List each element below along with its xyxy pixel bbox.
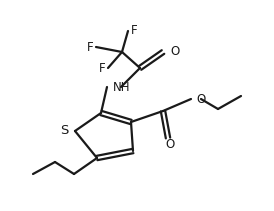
Text: F: F <box>131 23 138 37</box>
Text: S: S <box>60 124 68 138</box>
Text: F: F <box>86 41 93 54</box>
Text: O: O <box>170 45 179 58</box>
Text: O: O <box>196 92 205 106</box>
Text: O: O <box>165 138 175 151</box>
Text: F: F <box>98 62 105 76</box>
Text: NH: NH <box>113 81 130 93</box>
